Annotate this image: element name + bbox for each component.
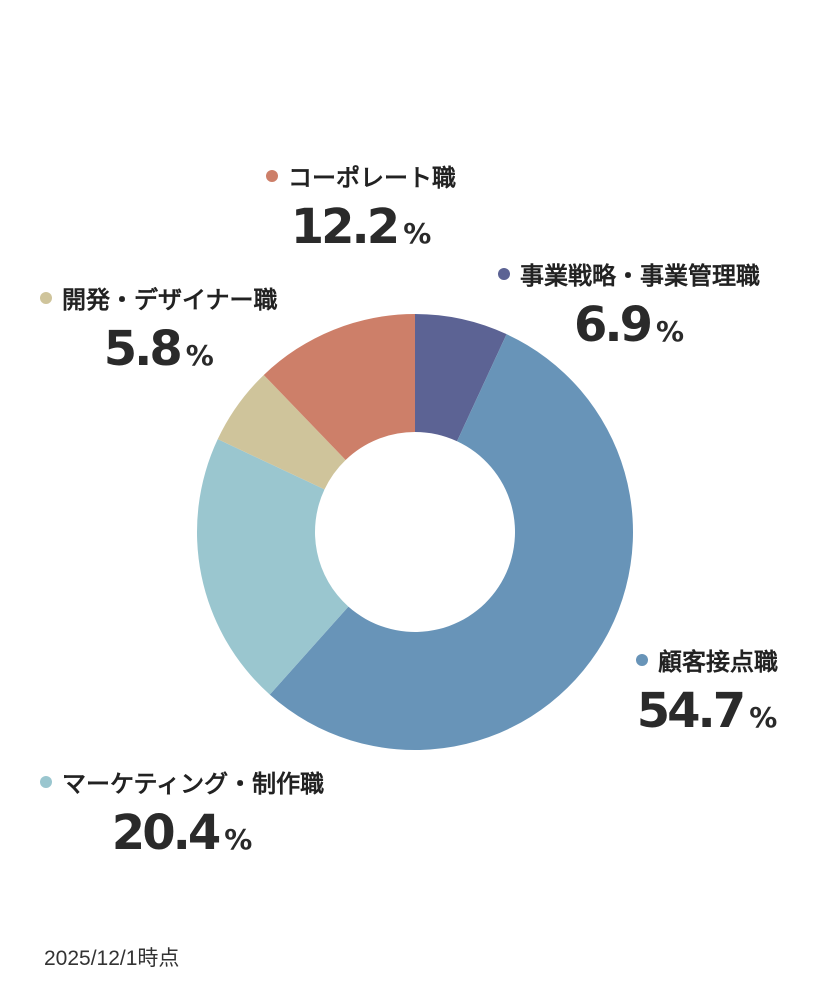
legend-dot-marketing <box>40 775 52 788</box>
slice-label-customer: 顧客接点職 54.7% <box>636 642 778 739</box>
donut-slice-2 <box>196 439 349 695</box>
slice-value: 12.2% <box>290 199 432 255</box>
slice-value: 6.9% <box>573 297 685 353</box>
slice-label-text: マーケティング・制作職 <box>62 770 325 798</box>
legend-dot-dev-design <box>40 291 52 304</box>
slice-label-text: 事業戦略・事業管理職 <box>520 262 760 290</box>
slice-label-text: コーポレート職 <box>288 164 456 192</box>
slice-value: 54.7% <box>636 683 778 739</box>
as-of-date: 2025/12/1時点 <box>44 947 180 970</box>
slice-value: 5.8% <box>103 321 214 377</box>
legend-dot-strategy <box>498 267 510 280</box>
donut-slice-3 <box>217 374 346 490</box>
legend-dot-customer <box>636 653 648 666</box>
slice-value: 20.4% <box>111 805 253 861</box>
slice-label-text: 顧客接点職 <box>658 648 778 676</box>
slice-label-marketing: マーケティング・制作職 20.4% <box>40 764 324 861</box>
donut-slice-1 <box>269 334 634 751</box>
slice-label-text: 開発・デザイナー職 <box>62 286 278 314</box>
slice-label-dev-design: 開発・デザイナー職 5.8% <box>40 280 278 377</box>
slice-label-corporate: コーポレート職 12.2% <box>266 158 456 255</box>
donut-slice-0 <box>415 314 507 442</box>
donut-slice-4 <box>263 314 415 460</box>
slice-label-strategy: 事業戦略・事業管理職 6.9% <box>498 256 760 353</box>
legend-dot-corporate <box>266 169 278 182</box>
